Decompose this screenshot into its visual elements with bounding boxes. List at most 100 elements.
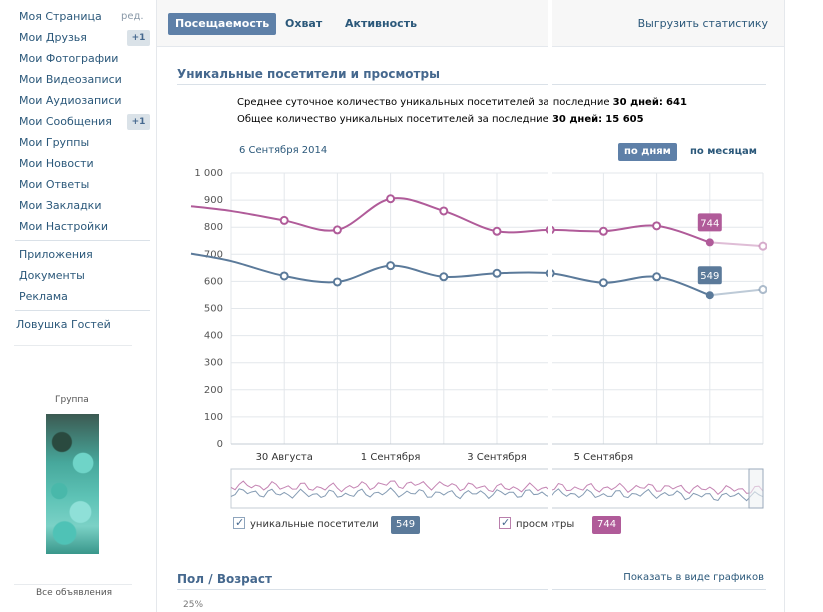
y-tick-label: 0 (217, 439, 223, 450)
y-tick-label: 100 (204, 412, 223, 423)
avg-visitors-text: Среднее суточное количество уникальных п… (237, 97, 613, 108)
nav-my-bookmarks[interactable]: Мои Закладки (19, 199, 102, 212)
data-point (386, 261, 396, 271)
y-tick-label: 600 (204, 276, 223, 287)
avg-visitors-value: 641 (666, 97, 687, 108)
visitors-checkbox[interactable] (233, 515, 245, 531)
gender-age-first-value: 25% (183, 600, 204, 610)
ad-divider (14, 584, 132, 585)
ad-image[interactable] (46, 414, 99, 554)
section-divider (177, 589, 766, 590)
export-stats-link[interactable]: Выгрузить статистику (637, 17, 768, 30)
total-visitors-value: 15 605 (605, 114, 644, 125)
x-tick-label: 1 Сентября (361, 452, 421, 463)
legend-visitors[interactable]: уникальные посетители (233, 515, 379, 533)
views-checkbox[interactable] (499, 515, 511, 531)
data-point (439, 206, 449, 216)
ad-block[interactable]: Группа Все объявления (14, 345, 134, 607)
nav-my-videos[interactable]: Мои Видеозаписи (19, 73, 122, 86)
x-tick-label: 5 Сентября (574, 452, 634, 463)
stats-tabbar: Посещаемость Охват Активность Выгрузить … (157, 0, 784, 47)
mode-by-days-button[interactable]: по дням (618, 143, 677, 161)
avg-visitors-days: 30 дней: (612, 97, 663, 108)
x-tick-label: 30 Августа (256, 452, 313, 463)
nav-ads[interactable]: Реклама (19, 290, 68, 303)
screenshot-seam (548, 0, 552, 612)
data-point (332, 225, 342, 235)
ad-divider (14, 345, 132, 346)
x-tick-label: 3 Сентября (467, 452, 527, 463)
series-line-views (190, 197, 711, 244)
nav-documents[interactable]: Документы (19, 269, 85, 282)
section-title-visitors: Уникальные посетители и просмотры (177, 67, 440, 81)
data-point (492, 226, 502, 236)
nav-my-photos[interactable]: Мои Фотографии (19, 52, 119, 65)
data-point (652, 272, 662, 282)
value-tooltip-text: 549 (700, 271, 719, 282)
data-point (652, 221, 662, 231)
y-tick-label: 500 (204, 304, 223, 315)
y-tick-label: 200 (204, 385, 223, 396)
data-point (758, 241, 767, 251)
nav-my-friends[interactable]: Мои Друзья (19, 31, 87, 44)
data-point (279, 215, 289, 225)
friends-badge[interactable]: +1 (127, 30, 150, 46)
nav-divider (15, 310, 150, 311)
data-point (598, 226, 608, 236)
show-as-graphs-link[interactable]: Показать в виде графиков (623, 572, 764, 583)
legend-visitors-label: уникальные посетители (250, 519, 379, 530)
nav-my-answers[interactable]: Мои Ответы (19, 178, 90, 191)
legend-views[interactable]: просмотры (499, 515, 575, 533)
data-point (386, 194, 396, 204)
messages-badge[interactable]: +1 (127, 114, 150, 130)
total-visitors-line: Общее количество уникальных посетителей … (237, 114, 644, 125)
nav-my-page[interactable]: Моя Страница (19, 10, 102, 23)
total-visitors-text: Общее количество уникальных посетителей … (237, 114, 552, 125)
value-tooltip (697, 213, 722, 232)
data-point-selected (705, 291, 714, 300)
y-tick-label: 800 (204, 222, 223, 233)
section-title-gender-age: Пол / Возраст (177, 572, 272, 586)
ad-caption: Группа (55, 395, 89, 405)
legend-views-label: просмотры (516, 519, 575, 530)
nav-my-settings[interactable]: Мои Настройки (19, 220, 108, 233)
data-point (492, 268, 502, 278)
value-tooltip-text: 744 (700, 218, 719, 229)
nav-my-audio[interactable]: Мои Аудиозаписи (19, 94, 122, 107)
left-sidebar: Моя Страница ред. Мои Друзья +1 Мои Фото… (0, 0, 152, 612)
nav-divider (15, 240, 150, 241)
y-tick-label: 400 (204, 331, 223, 342)
y-tick-label: 700 (204, 249, 223, 260)
data-point (598, 278, 608, 288)
y-tick-label: 900 (204, 195, 223, 206)
total-visitors-days: 30 дней: (551, 114, 603, 125)
chart-date-label[interactable]: 6 Сентября 2014 (239, 145, 328, 156)
stats-panel: Посещаемость Охват Активность Выгрузить … (156, 0, 785, 612)
all-ads-link[interactable]: Все объявления (36, 588, 113, 598)
y-tick-label: 300 (204, 358, 223, 369)
nav-app-guest-trap[interactable]: Ловушка Гостей (16, 318, 111, 331)
section-divider (177, 84, 766, 85)
data-point (758, 285, 767, 295)
legend-views-value: 744 (592, 516, 622, 534)
mode-by-months-button[interactable]: по месяцам (690, 146, 757, 157)
y-tick-label: 1 000 (194, 168, 223, 179)
series-line-visitors (190, 252, 711, 297)
overview-line (230, 487, 764, 502)
data-point (279, 271, 289, 281)
avg-visitors-line: Среднее суточное количество уникальных п… (237, 97, 687, 108)
nav-my-groups[interactable]: Мои Группы (19, 136, 90, 149)
nav-my-messages[interactable]: Мои Сообщения (19, 115, 112, 128)
nav-apps[interactable]: Приложения (19, 248, 93, 261)
series-line-forecast (709, 288, 764, 297)
tab-reach[interactable]: Охват (285, 17, 323, 30)
tab-activity[interactable]: Активность (345, 17, 418, 30)
nav-edit-link[interactable]: ред. (121, 11, 144, 22)
data-point-selected (705, 238, 714, 247)
value-tooltip (697, 266, 722, 285)
overview-range-handle (748, 468, 764, 509)
nav-my-news[interactable]: Мои Новости (19, 157, 94, 170)
tab-attendance[interactable]: Посещаемость (168, 13, 277, 35)
series-line-forecast (709, 241, 764, 248)
